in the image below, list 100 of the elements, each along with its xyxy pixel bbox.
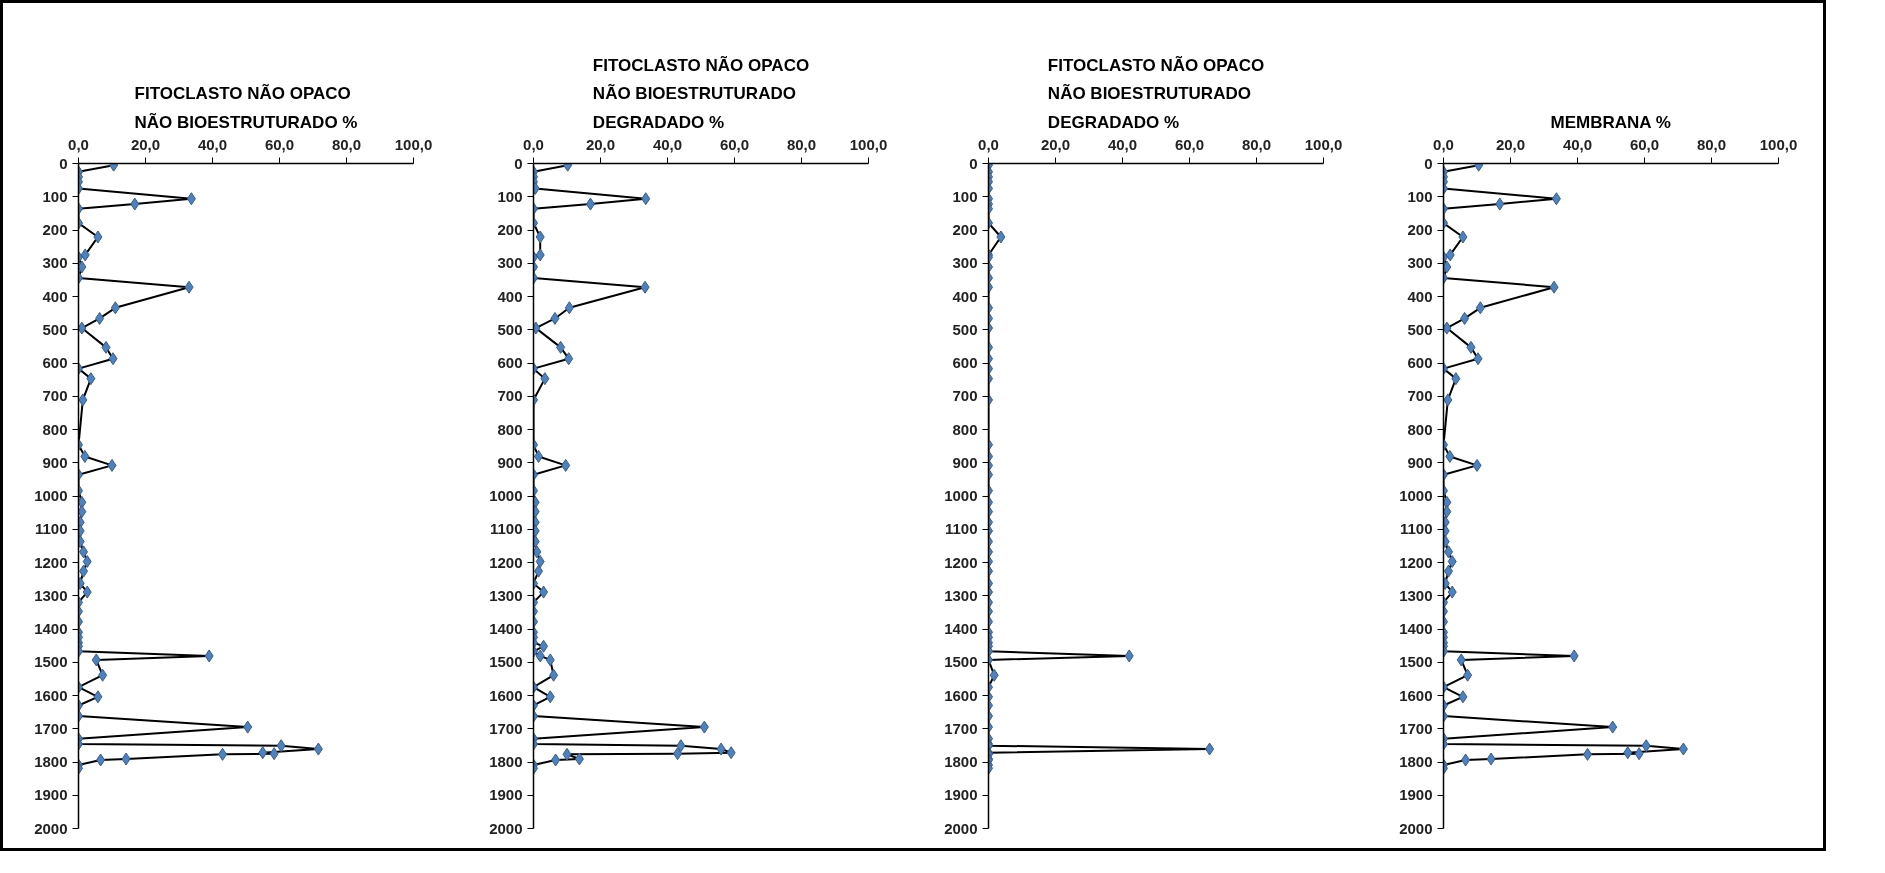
y-tick-label: 1100 [34, 520, 68, 538]
y-tick-label: 100 [497, 187, 523, 205]
x-tick-label: 0,0 [978, 135, 999, 153]
x-tick-label: 80,0 [786, 135, 817, 153]
y-tick-label: 1700 [34, 719, 68, 737]
y-tick-label: 2000 [944, 819, 978, 837]
y-tick-label: 1000 [1399, 487, 1433, 504]
y-tick-label: 1200 [489, 553, 523, 571]
y-tick-label: 1800 [1399, 753, 1433, 770]
y-tick-label: 0 [514, 154, 523, 172]
y-tick-label: 700 [952, 387, 978, 405]
y-tick-label: 1900 [944, 786, 978, 804]
x-tick-label: 40,0 [1107, 135, 1138, 153]
x-tick-label: 80,0 [1696, 135, 1727, 153]
y-tick-label: 300 [952, 254, 978, 272]
y-tick-label: 700 [1407, 387, 1433, 405]
y-tick-label: 400 [497, 287, 523, 305]
y-tick-label: 1500 [489, 653, 523, 671]
y-tick-label: 1500 [944, 653, 978, 671]
y-tick-label: 1100 [1399, 520, 1433, 538]
y-tick-label: 1000 [944, 487, 978, 504]
y-tick-label: 1200 [34, 553, 68, 571]
y-tick-label: 300 [1407, 254, 1433, 272]
x-tick-label: 20,0 [585, 135, 616, 153]
x-tick-label: 0,0 [68, 135, 89, 153]
y-tick-label: 200 [952, 221, 978, 238]
y-tick-label: 200 [497, 221, 523, 238]
y-tick-label: 1600 [489, 686, 523, 704]
x-tick-label: 20,0 [130, 135, 161, 153]
y-tick-label: 300 [42, 254, 68, 272]
y-tick-label: 500 [42, 320, 68, 338]
y-tick-label: 2000 [1399, 819, 1433, 837]
y-tick-label: 100 [952, 187, 978, 205]
y-tick-label: 1900 [1399, 786, 1433, 804]
y-tick-label: 1700 [489, 719, 523, 737]
y-tick-label: 500 [497, 320, 523, 338]
x-tick-label: 20,0 [1495, 135, 1526, 153]
y-tick-label: 2000 [489, 819, 523, 837]
chart-title: FITOCLASTO NÃO OPACO NÃO BIOESTRUTURADO DEGRADADO % [592, 54, 810, 132]
y-tick-label: 1200 [1399, 553, 1433, 571]
x-tick-label: 60,0 [1629, 135, 1660, 153]
y-tick-label: 500 [952, 320, 978, 338]
y-tick-label: 600 [42, 354, 68, 371]
y-tick-label: 600 [1407, 354, 1433, 371]
y-tick-label: 100 [1407, 187, 1433, 205]
y-tick-label: 800 [42, 420, 68, 438]
y-tick-label: 500 [1407, 320, 1433, 338]
y-tick-label: 1400 [34, 620, 68, 637]
y-tick-label: 1400 [1399, 620, 1433, 637]
y-tick-label: 300 [497, 254, 523, 272]
x-tick-label: 60,0 [1174, 135, 1205, 153]
y-tick-label: 700 [497, 387, 523, 405]
y-tick-label: 0 [1424, 154, 1433, 172]
y-tick-label: 100 [42, 187, 68, 205]
y-tick-label: 200 [42, 221, 68, 238]
y-tick-label: 1900 [34, 786, 68, 804]
x-tick-label: 100,0 [849, 135, 888, 153]
y-tick-label: 700 [42, 387, 68, 405]
x-tick-label: 100,0 [1759, 135, 1798, 153]
y-tick-label: 1400 [944, 620, 978, 637]
x-tick-label: 0,0 [523, 135, 544, 153]
y-tick-label: 400 [1407, 287, 1433, 305]
y-tick-label: 1000 [34, 487, 68, 504]
y-tick-label: 1200 [944, 553, 978, 571]
y-tick-label: 1700 [944, 719, 978, 737]
x-tick-label: 100,0 [394, 135, 433, 153]
x-tick-label: 60,0 [264, 135, 295, 153]
y-tick-label: 1900 [489, 786, 523, 804]
x-tick-label: 60,0 [719, 135, 750, 153]
y-tick-label: 600 [497, 354, 523, 371]
y-tick-label: 1800 [34, 753, 68, 770]
x-tick-label: 80,0 [331, 135, 362, 153]
y-tick-label: 200 [1407, 221, 1433, 238]
y-tick-label: 1000 [489, 487, 523, 504]
x-tick-label: 100,0 [1304, 135, 1343, 153]
y-tick-label: 600 [952, 354, 978, 371]
y-tick-label: 1700 [1399, 719, 1433, 737]
y-tick-label: 400 [952, 287, 978, 305]
y-tick-label: 900 [952, 453, 978, 471]
chart-title: FITOCLASTO NÃO OPACO NÃO BIOESTRUTURADO % [134, 83, 358, 132]
chart-title: FITOCLASTO NÃO OPACO NÃO BIOESTRUTURADO DEGRADADO % [1047, 54, 1265, 132]
y-tick-label: 1800 [489, 753, 523, 770]
y-tick-label: 0 [59, 154, 68, 172]
y-tick-label: 400 [42, 287, 68, 305]
y-tick-label: 1300 [34, 586, 68, 604]
chart-title: MEMBRANA % [1550, 112, 1671, 132]
y-tick-label: 1300 [944, 586, 978, 604]
x-tick-label: 40,0 [197, 135, 228, 153]
y-tick-label: 900 [497, 453, 523, 471]
y-tick-label: 1600 [34, 686, 68, 704]
y-tick-label: 1300 [1399, 586, 1433, 604]
y-tick-label: 1100 [489, 520, 523, 538]
x-tick-label: 0,0 [1433, 135, 1454, 153]
y-tick-label: 1600 [944, 686, 978, 704]
y-tick-label: 1600 [1399, 686, 1433, 704]
x-tick-label: 40,0 [652, 135, 683, 153]
x-tick-label: 40,0 [1562, 135, 1593, 153]
y-tick-label: 800 [1407, 420, 1433, 438]
y-tick-label: 1500 [1399, 653, 1433, 671]
y-tick-label: 900 [1407, 453, 1433, 471]
